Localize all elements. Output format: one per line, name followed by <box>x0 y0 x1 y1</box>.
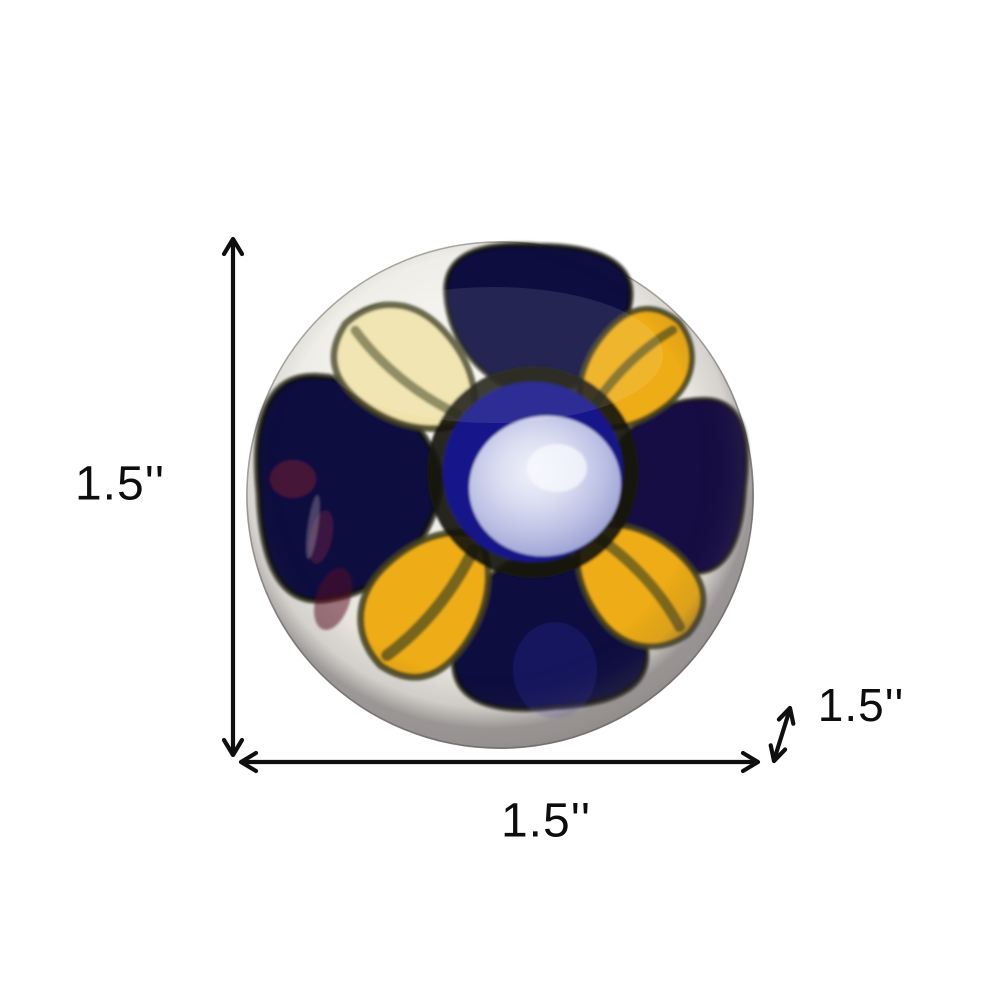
depth-dimension-label: 1.5'' <box>817 679 905 731</box>
knob-product-photo <box>246 241 754 749</box>
depth-dimension-arrow <box>768 705 796 764</box>
height-dimension-label: 1.5'' <box>74 457 166 511</box>
width-dimension-arrow <box>238 750 761 774</box>
rim-shade <box>246 241 754 749</box>
height-dimension-arrow <box>221 236 245 758</box>
width-dimension-label: 1.5'' <box>500 794 592 848</box>
